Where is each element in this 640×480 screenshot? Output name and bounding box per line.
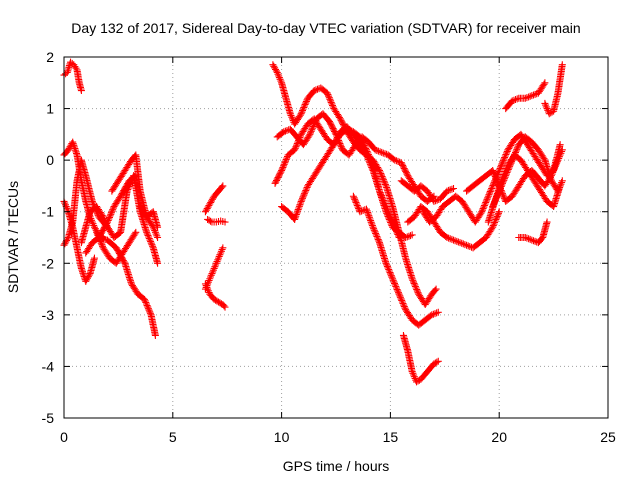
data-point-markers: [278, 125, 416, 241]
x-tick-label: 0: [60, 429, 68, 445]
data-series-29: [515, 218, 551, 247]
data-point-markers: [82, 234, 159, 339]
y-tick-label: 0: [46, 152, 54, 168]
chart-ticks: 0 5 10 15 20 25 -5 -4 -3 -2 -1 0 1 2: [42, 49, 616, 445]
data-series-27: [502, 79, 549, 113]
data-series-20: [399, 331, 442, 386]
data-point-markers: [404, 203, 503, 252]
data-series-26: [489, 133, 566, 211]
data-series-10: [136, 203, 162, 231]
y-tick-label: -4: [42, 358, 55, 374]
data-point-markers: [349, 192, 442, 329]
data-point-markers: [541, 61, 566, 118]
plot-frame: [63, 56, 609, 419]
data-series-15: [269, 61, 440, 309]
data-point-markers: [515, 218, 551, 247]
x-tick-label: 5: [169, 429, 177, 445]
data-point-markers: [489, 133, 566, 211]
data-series-28: [541, 61, 566, 118]
data-series-7: [108, 151, 162, 241]
y-tick-label: -3: [42, 307, 55, 323]
data-series-21: [397, 177, 458, 205]
data-series-19: [349, 192, 442, 329]
data-point-markers: [399, 331, 442, 386]
data-point-markers: [108, 151, 162, 241]
y-tick-label: -1: [42, 204, 55, 220]
data-point-markers: [269, 61, 440, 309]
chart-marks: [60, 58, 566, 386]
x-tick-label: 25: [600, 429, 616, 445]
y-tick-label: -5: [42, 410, 55, 426]
data-point-markers: [95, 172, 140, 241]
y-tick-label: 2: [46, 49, 54, 65]
data-point-markers: [136, 203, 162, 231]
data-series-9: [95, 172, 140, 241]
x-tick-label: 15: [383, 429, 399, 445]
x-axis-label: GPS time / hours: [283, 458, 390, 474]
chart-title: Day 132 of 2017, Sidereal Day-to-day VTE…: [71, 20, 580, 36]
data-point-markers: [201, 280, 229, 311]
y-tick-label: 1: [46, 101, 54, 117]
data-series-14: [201, 280, 229, 311]
x-tick-label: 10: [274, 429, 290, 445]
data-series-11: [201, 182, 227, 216]
data-point-markers: [201, 182, 227, 216]
data-series-8: [82, 234, 159, 339]
data-series-22: [404, 203, 503, 252]
data-point-markers: [397, 177, 458, 205]
data-point-markers: [502, 79, 549, 113]
y-tick-label: -2: [42, 255, 55, 271]
data-series-12: [204, 215, 229, 226]
y-axis-label: SDTVAR / TECUs: [5, 181, 21, 293]
data-series-18: [278, 125, 416, 241]
x-tick-label: 20: [491, 429, 507, 445]
data-point-markers: [204, 215, 229, 226]
